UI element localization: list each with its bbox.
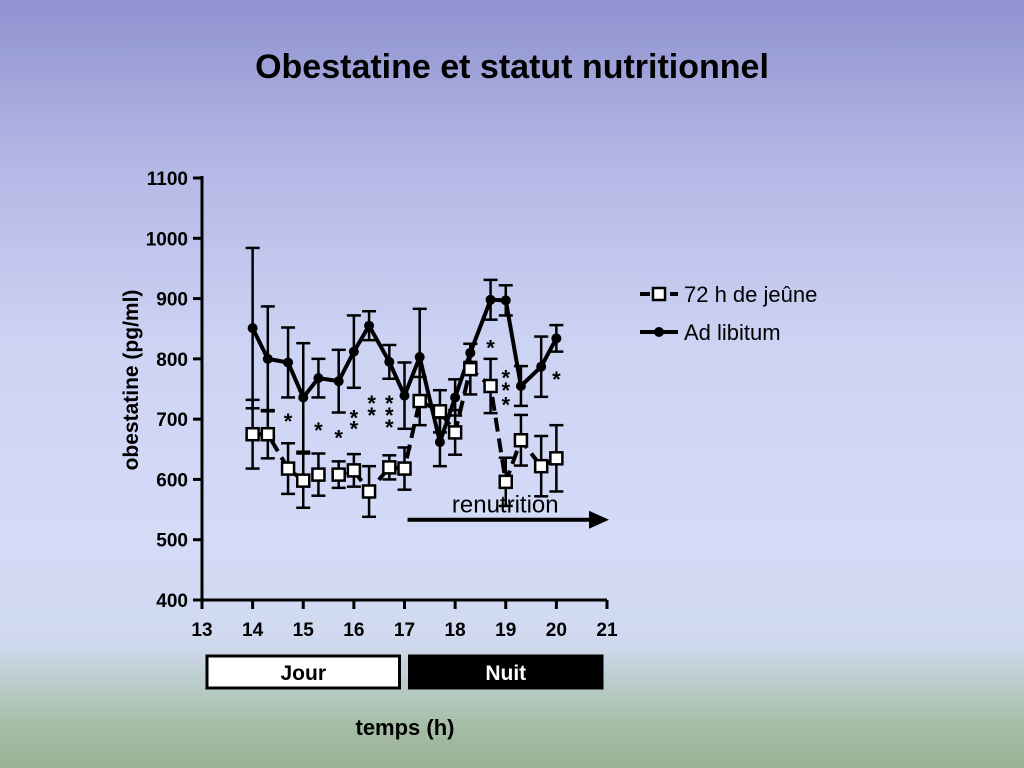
data-point: [551, 333, 562, 344]
data-point: [384, 356, 395, 367]
significance-star: *: [385, 415, 394, 440]
data-point: [399, 390, 410, 401]
x-axis-label: temps (h): [356, 715, 455, 740]
time-band-jour: [205, 654, 401, 690]
data-point: [382, 460, 397, 475]
data-point: [364, 320, 375, 331]
y-tick-label: 500: [156, 531, 188, 552]
significance-star: *: [385, 391, 394, 416]
data-point: [513, 432, 529, 448]
renutrition-annotation: renutrition: [407, 492, 609, 529]
significance-star: *: [367, 403, 376, 428]
data-point: [331, 467, 346, 482]
y-tick-label: 700: [156, 410, 188, 431]
significance-star: *: [284, 409, 293, 434]
data-point: [313, 373, 324, 384]
significance-star: *: [501, 366, 510, 391]
data-point: [432, 404, 448, 419]
significance-star: *: [501, 392, 510, 417]
data-point: [536, 361, 547, 372]
data-point: [485, 294, 496, 305]
y-tick-label: 1100: [147, 169, 188, 190]
x-tick-label: 16: [343, 620, 364, 641]
significance-star: *: [385, 403, 394, 428]
data-point: [245, 426, 260, 442]
significance-star: *: [501, 378, 510, 403]
data-point: [283, 357, 294, 368]
data-point: [262, 353, 273, 364]
significance-star: *: [350, 416, 359, 441]
data-point: [397, 461, 412, 476]
time-band-label: Nuit: [485, 662, 526, 685]
data-point: [434, 437, 445, 448]
x-tick-label: 21: [596, 620, 618, 641]
renutrition-arrow-head: [589, 510, 609, 529]
significance-star: *: [314, 418, 323, 443]
significance-star: *: [334, 425, 343, 450]
data-point: [498, 474, 513, 490]
y-tick-label: 1000: [146, 229, 188, 250]
slide-title: Obestatine et statut nutritionnel: [255, 48, 769, 86]
legend-marker: [651, 286, 667, 302]
y-axis-label: obestatine (pg/ml): [120, 290, 143, 471]
data-point: [533, 458, 549, 474]
data-point: [298, 392, 309, 403]
significance-star: *: [350, 406, 359, 431]
time-bands: Jour Nuit: [205, 654, 604, 690]
data-point: [450, 392, 461, 403]
chart-axes: 400 500 600 700 800 900 1000 1100 13 14 15 16 17 18 19…: [146, 169, 618, 641]
data-point: [447, 425, 463, 440]
chart-series: [245, 246, 564, 519]
legend-label: 72 h de jeûne: [684, 282, 817, 307]
data-point: [483, 378, 498, 394]
data-point: [333, 376, 344, 387]
time-band-label: Jour: [280, 662, 326, 685]
y-tick-label: 900: [156, 290, 188, 311]
data-point: [348, 346, 359, 357]
data-point: [515, 380, 526, 391]
data-point: [361, 484, 377, 499]
chart-legend: 72 h de jeûne Ad libitum: [640, 282, 817, 345]
data-point: [311, 467, 326, 482]
data-point: [500, 295, 511, 306]
x-tick-label: 18: [445, 620, 466, 641]
x-tick-label: 19: [495, 620, 516, 641]
time-band-nuit: [408, 654, 604, 690]
x-tick-label: 14: [242, 620, 264, 641]
significance-markers: * * * ** **********: [284, 336, 561, 451]
data-point: [346, 463, 362, 478]
data-point: [412, 393, 427, 409]
significance-star: *: [486, 336, 495, 361]
x-tick-label: 13: [191, 620, 212, 641]
data-point: [247, 323, 258, 334]
y-tick-label: 800: [156, 350, 188, 371]
data-point: [463, 361, 478, 377]
legend-label: Ad libitum: [684, 320, 781, 345]
legend-marker: [654, 327, 664, 337]
data-point: [260, 426, 276, 442]
x-tick-label: 17: [394, 620, 415, 641]
data-point: [280, 461, 296, 476]
series-jeune: [245, 342, 564, 519]
x-tick-label: 15: [293, 620, 315, 641]
y-tick-label: 400: [156, 591, 188, 612]
significance-star: *: [552, 367, 561, 392]
data-point: [549, 451, 564, 466]
data-point: [296, 473, 311, 488]
data-point: [414, 352, 425, 363]
significance-star: *: [367, 391, 376, 416]
y-tick-label: 600: [156, 470, 188, 491]
x-tick-label: 20: [546, 620, 567, 641]
